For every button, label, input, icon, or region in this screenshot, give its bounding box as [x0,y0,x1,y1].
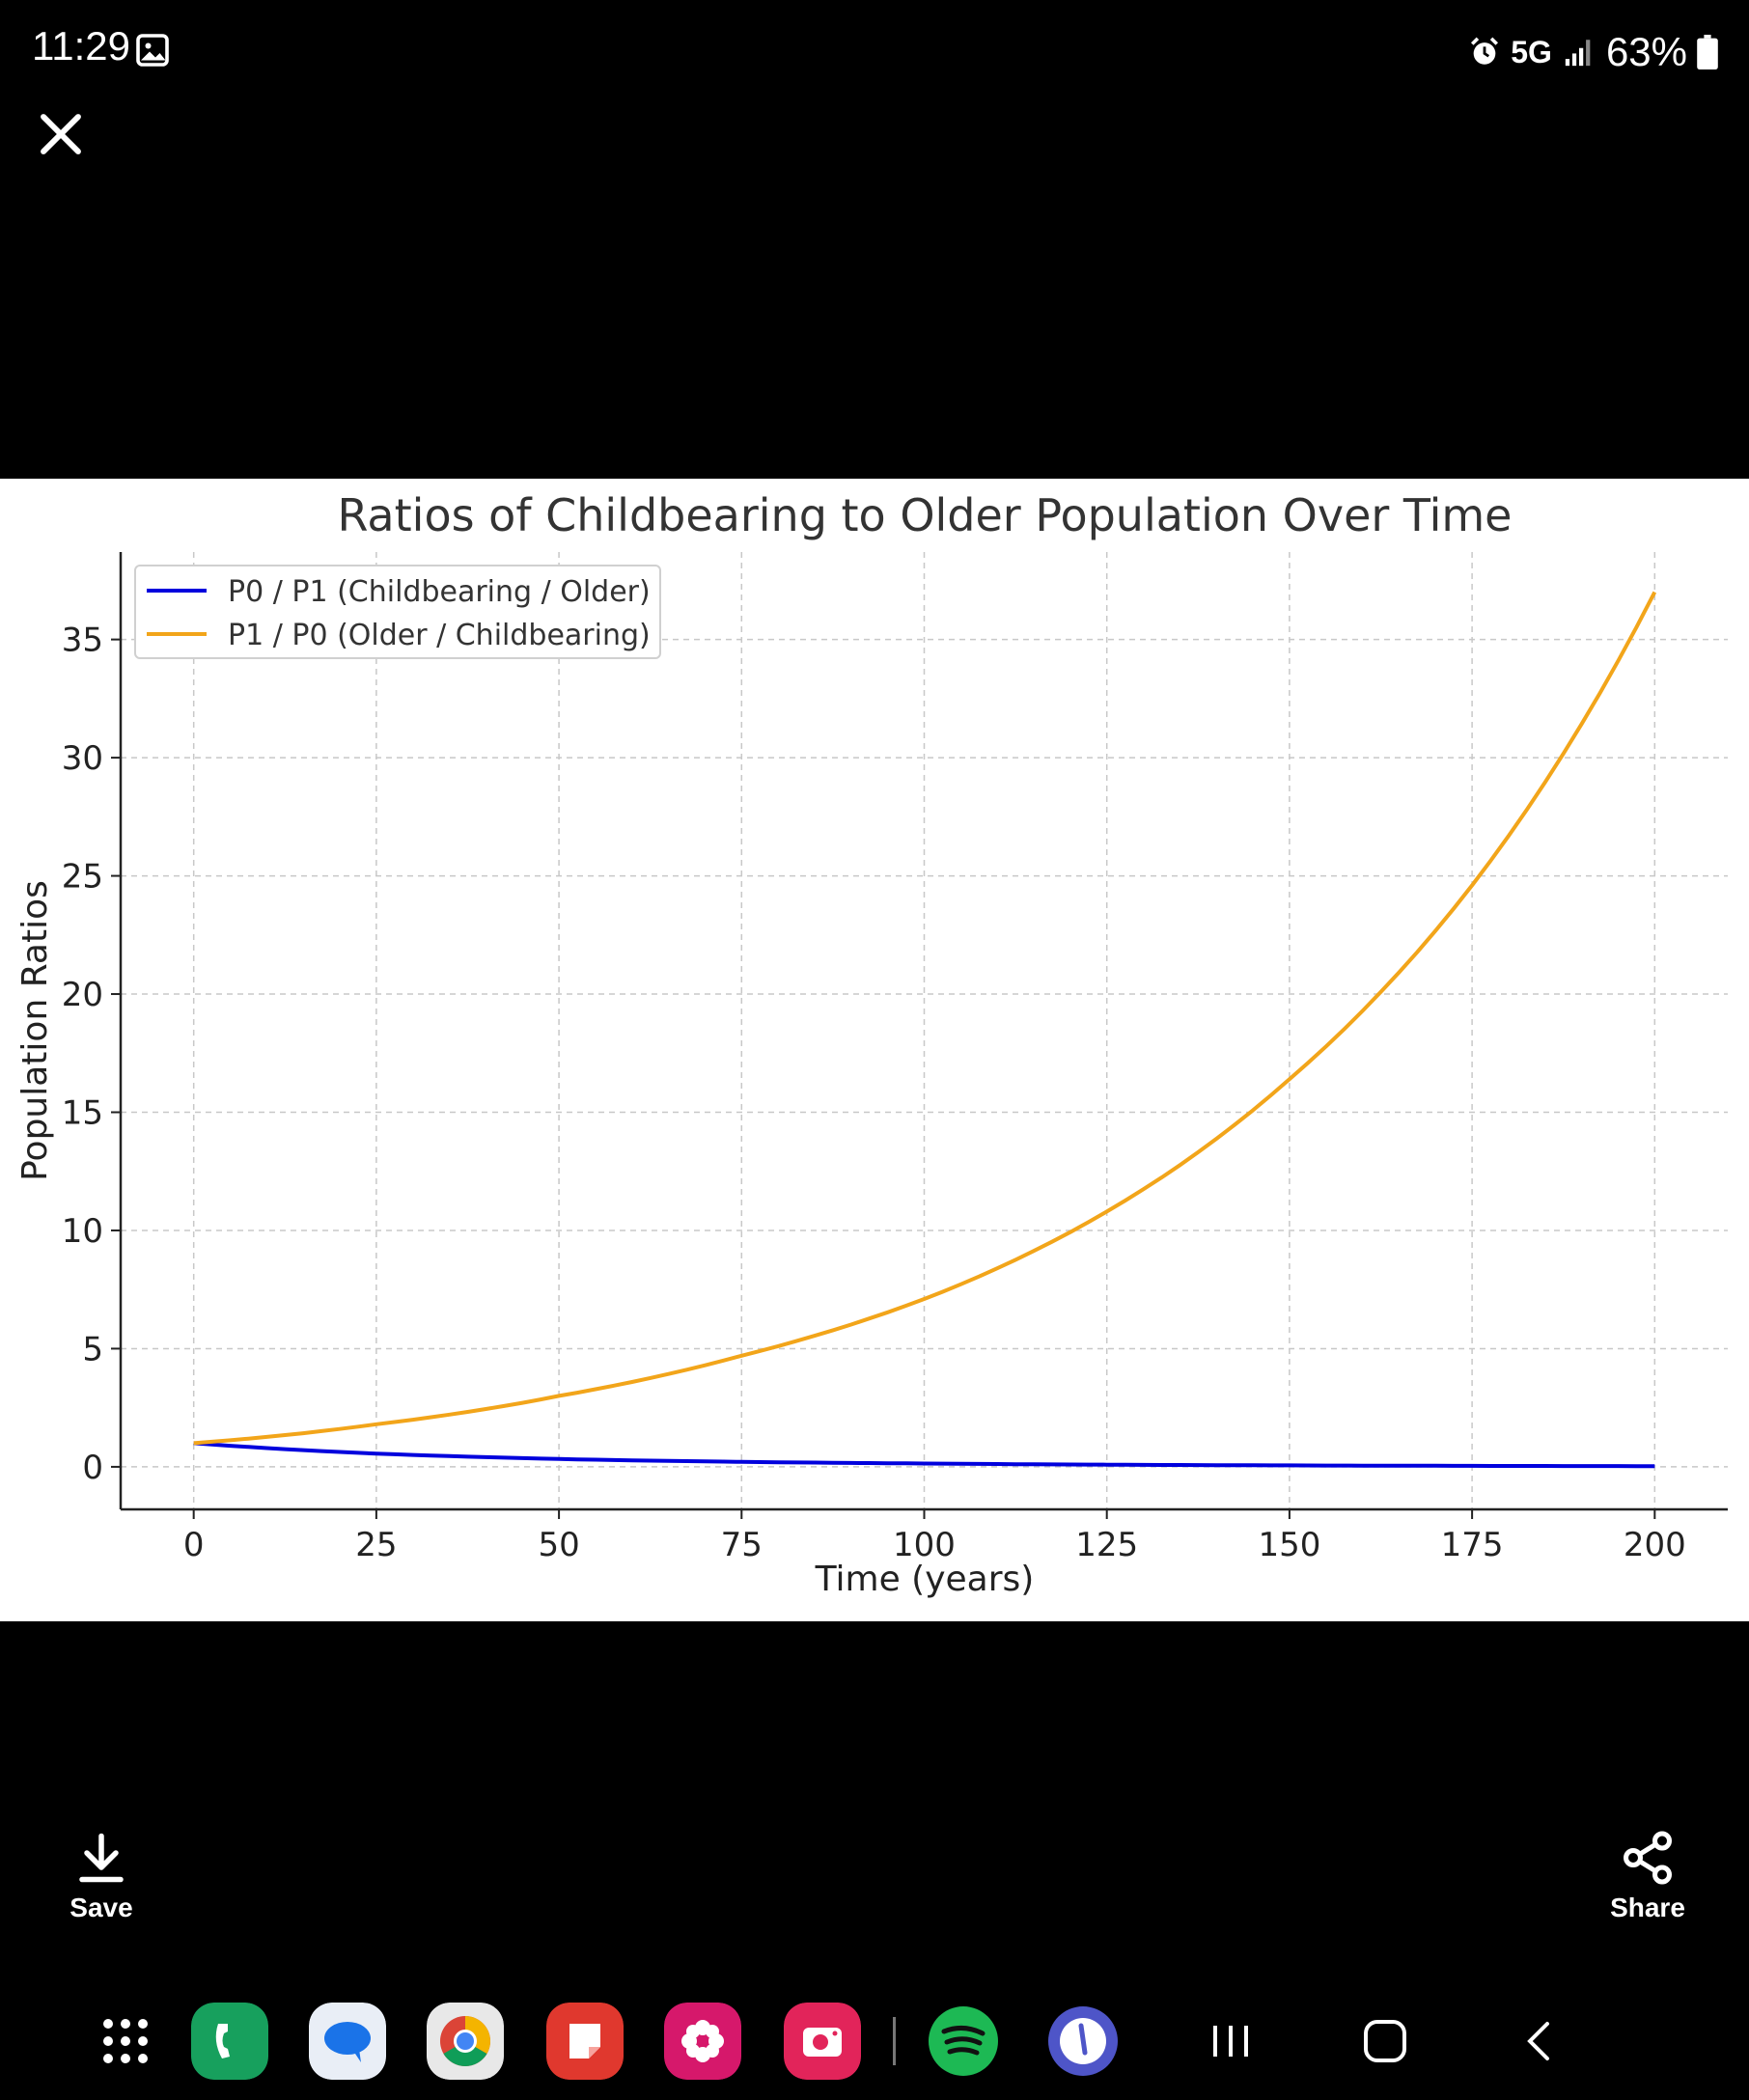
x-tick-label: 150 [1258,1526,1320,1564]
series-line-2 [193,591,1657,1446]
back-icon[interactable] [1511,2012,1569,2070]
x-tick-label: 0 [183,1526,205,1564]
x-tick-label: 125 [1075,1526,1138,1564]
legend-box [134,565,661,659]
grid-lines [121,552,1728,1509]
x-tick-label: 100 [893,1526,956,1564]
signal-bars-icon [1565,40,1591,67]
camera-icon[interactable] [784,2003,861,2080]
image-icon [136,34,169,67]
network-type: 5G [1511,34,1552,69]
notes-icon[interactable] [546,2003,624,2080]
save-button[interactable]: Save [5,1829,198,1923]
alarm-icon [1471,37,1499,65]
y-tick-label: 10 [62,1212,103,1251]
recents-icon[interactable] [1202,2012,1260,2070]
y-tick-label: 35 [62,622,103,660]
phone-icon[interactable] [191,2003,268,2080]
messages-icon[interactable] [309,2003,386,2080]
app-drawer-icon[interactable] [87,2003,164,2080]
x-tick-label: 175 [1441,1526,1504,1564]
legend-label: P1 / P0 (Older / Childbearing) [228,619,651,652]
save-label: Save [69,1893,133,1922]
y-tick-label: 25 [62,858,103,897]
tick-labels: 0 25 50 75 100 125 150 175 200 0 5 10 15 20 25 30 35 [62,622,1686,1564]
spotify-icon[interactable] [925,2003,1002,2080]
x-axis-label: Time (years) [815,1560,1035,1599]
y-tick-label: 5 [82,1330,103,1368]
download-icon [79,1833,124,1883]
legend: P0 / P1 (Childbearing / Older) P1 / P0 (O… [134,565,661,659]
dock-separator [893,2017,896,2065]
y-tick-label: 15 [62,1094,103,1133]
line-chart: 0 25 50 75 100 125 150 175 200 0 5 10 15 20 25 30 35 Rat… [15,489,1728,1599]
status-time: 11:29 [32,23,130,69]
close-icon[interactable] [35,108,87,160]
bixby-flower-icon[interactable] [664,2003,741,2080]
chrome-icon[interactable] [427,2003,504,2080]
x-tick-label: 50 [538,1526,579,1564]
y-tick-label: 30 [62,739,103,778]
legend-label: P0 / P1 (Childbearing / Older) [228,575,651,609]
battery-icon [1697,35,1718,69]
chart-title: Ratios of Childbearing to Older Populati… [337,489,1512,541]
series-lines [193,591,1657,1469]
axes [111,552,1728,1519]
share-icon [1624,1831,1672,1885]
home-icon[interactable] [1356,2012,1414,2070]
x-tick-label: 25 [355,1526,397,1564]
y-axis-label: Population Ratios [15,880,55,1181]
share-label: Share [1610,1893,1685,1922]
share-button[interactable]: Share [1551,1829,1744,1923]
x-tick-label: 75 [721,1526,763,1564]
battery-percent: 63% [1605,29,1687,74]
y-tick-label: 20 [62,976,103,1014]
y-tick-label: 0 [82,1449,103,1487]
chart-image: 0 25 50 75 100 125 150 175 200 0 5 10 15 20 25 30 35 Rat… [0,479,1749,1621]
status-bar: 11:29 5G 63% [0,0,1749,106]
clock-icon[interactable] [1044,2003,1122,2080]
status-indicators: 5G 63% [1468,25,1718,79]
series-line-1 [193,1441,1655,1469]
x-tick-label: 200 [1624,1526,1686,1564]
